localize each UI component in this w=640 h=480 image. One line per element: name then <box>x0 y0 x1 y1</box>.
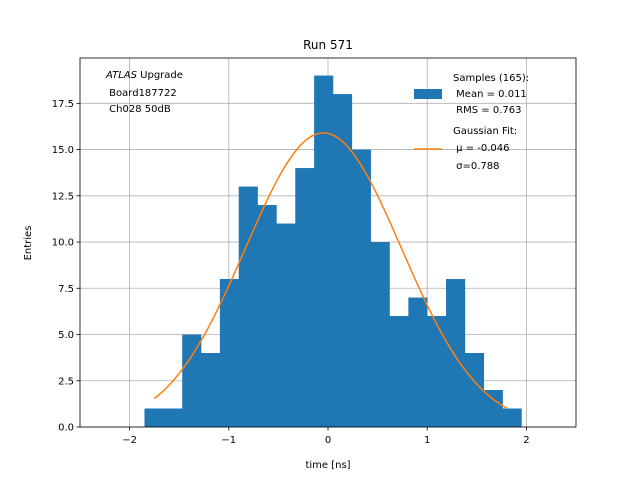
annotation-italic: ATLAS <box>105 70 138 81</box>
legend-samples-rms: RMS = 0.763 <box>453 105 521 116</box>
histogram-bar <box>182 334 202 427</box>
x-tick-label: 1 <box>424 435 430 446</box>
y-tick-label: 10.0 <box>52 238 74 249</box>
x-axis-label: time [ns] <box>305 460 350 471</box>
x-tick-label: −2 <box>122 435 137 446</box>
x-tick-label: 0 <box>325 435 331 446</box>
legend-fit-sigma: σ=0.788 <box>453 161 500 172</box>
x-tick-label: 2 <box>523 435 529 446</box>
y-tick-label: 17.5 <box>52 99 74 110</box>
histogram-bar <box>502 408 522 427</box>
legend-samples-mean: Mean = 0.011 <box>453 89 527 100</box>
legend-samples-title: Samples (165): <box>453 73 529 84</box>
histogram-bar <box>257 205 277 427</box>
atlas-annotation: ATLAS Upgrade Board187722 Ch028 50dB <box>105 70 183 115</box>
histogram-bar <box>483 390 503 427</box>
x-tick-label: −1 <box>221 435 236 446</box>
y-tick-label: 5.0 <box>58 330 74 341</box>
histogram-bar <box>370 242 390 427</box>
histogram-bar <box>295 168 315 428</box>
y-axis-label: Entries <box>23 226 34 261</box>
legend-fit-title: Gaussian Fit: <box>453 126 517 137</box>
annotation-line-2: Board187722 <box>106 88 177 99</box>
histogram-bar <box>427 316 447 427</box>
y-tick-label: 7.5 <box>58 284 74 295</box>
histogram-bar <box>351 149 371 427</box>
histogram-bar <box>144 408 164 427</box>
histogram-bar <box>389 316 409 427</box>
histogram-bar <box>219 279 240 427</box>
histogram-bars <box>144 75 522 428</box>
axis-ticks: −2 −1 0 1 2 0.0 2.5 5.0 7.5 10.0 12.5 15.0 17.5 <box>52 99 530 446</box>
histogram-bar <box>276 223 296 427</box>
histogram-bar <box>446 279 466 427</box>
histogram-bar <box>238 186 258 427</box>
histogram-bar <box>464 353 485 427</box>
chart-title: Run 571 <box>303 38 353 52</box>
legend: Samples (165): Mean = 0.011 RMS = 0.763 … <box>414 73 529 172</box>
histogram-bar <box>332 94 353 427</box>
y-tick-label: 2.5 <box>58 376 74 387</box>
y-tick-label: 0.0 <box>58 423 74 434</box>
annotation-line-1: ATLAS Upgrade <box>105 70 183 81</box>
gaussian-fit <box>153 132 507 409</box>
legend-fit-mu: μ = -0.046 <box>453 143 510 154</box>
histogram-bar <box>163 408 183 427</box>
legend-samples-patch <box>414 89 442 99</box>
histogram-bar <box>201 353 221 427</box>
y-tick-label: 15.0 <box>52 145 74 156</box>
annotation-line-3: Ch028 50dB <box>106 104 171 115</box>
gaussian-fit-curve <box>153 132 507 409</box>
annotation-text: Upgrade <box>137 70 183 81</box>
y-tick-label: 12.5 <box>52 191 74 202</box>
histogram-bar <box>408 297 428 427</box>
histogram-bar <box>314 75 334 428</box>
